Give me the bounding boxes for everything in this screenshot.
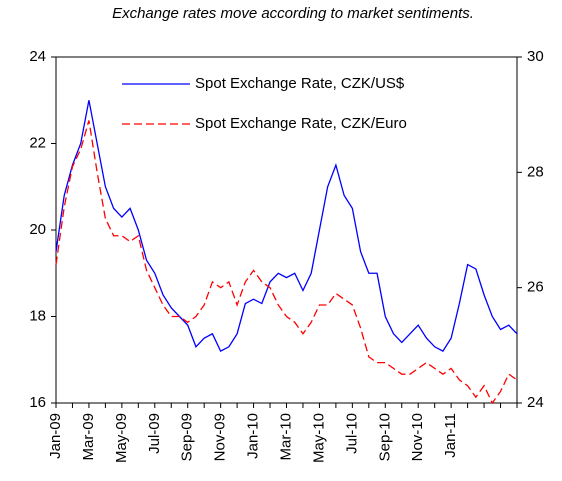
x-tick-label: May-10 bbox=[310, 413, 327, 463]
y2-tick-label: 30 bbox=[527, 48, 544, 65]
x-tick-label: Nov-10 bbox=[409, 413, 426, 461]
data-line bbox=[55, 120, 518, 405]
y2-tick-label: 26 bbox=[527, 279, 544, 296]
y-tick-label: 24 bbox=[29, 48, 46, 65]
x-tick-label: May-09 bbox=[113, 413, 130, 463]
y-tick-label: 20 bbox=[29, 221, 46, 238]
y-tick-label: 16 bbox=[29, 394, 46, 411]
x-tick-label: Mar-10 bbox=[277, 413, 294, 461]
chart-title: Exchange rates move according to market … bbox=[112, 5, 474, 22]
y2-tick-label: 28 bbox=[527, 163, 544, 180]
x-tick-label: Mar-09 bbox=[80, 413, 97, 461]
plot-frame bbox=[55, 56, 518, 404]
x-tick-label: Sep-09 bbox=[179, 413, 196, 461]
x-tick-label: Jul-09 bbox=[146, 413, 163, 454]
x-tick-label: Jan-10 bbox=[245, 413, 262, 459]
legend-label: Spot Exchange Rate, CZK/US$ bbox=[195, 75, 405, 92]
x-tick-label: Sep-10 bbox=[376, 413, 393, 461]
x-tick-label: Jan-11 bbox=[442, 413, 459, 458]
y-tick-label: 18 bbox=[29, 307, 46, 324]
data-line bbox=[55, 100, 518, 352]
x-tick-label: Jan-09 bbox=[47, 413, 64, 459]
y-tick-label: 22 bbox=[29, 134, 46, 151]
y2-tick-label: 24 bbox=[527, 394, 544, 411]
legend-label: Spot Exchange Rate, CZK/Euro bbox=[195, 115, 407, 132]
x-tick-label: Nov-09 bbox=[212, 413, 229, 461]
x-tick-label: Jul-10 bbox=[343, 413, 360, 454]
